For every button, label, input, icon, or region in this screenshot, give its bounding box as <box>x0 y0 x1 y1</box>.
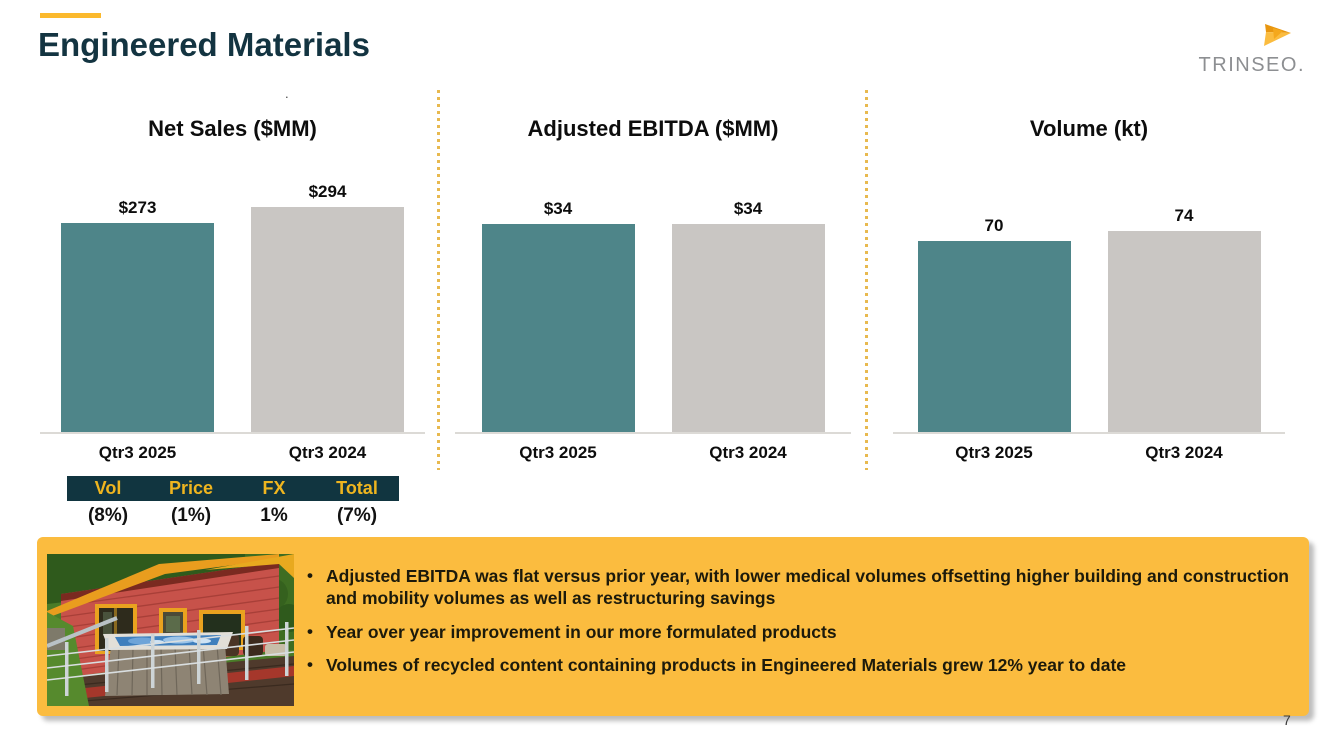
category-labels: Qtr3 2025 Qtr3 2024 <box>40 443 425 463</box>
bridge-value-price: (1%) <box>170 504 212 526</box>
title-accent-line <box>40 13 101 18</box>
highlights-bullet-list: Adjusted EBITDA was flat versus prior ye… <box>307 565 1293 688</box>
chart-title: Volume (kt) <box>1029 116 1149 141</box>
bar-group-qtr3-2024: 74 <box>1107 206 1261 432</box>
bridge-value-fx: 1% <box>260 504 288 526</box>
bridge-header-fx: FX <box>262 478 286 498</box>
category-label: Qtr3 2025 <box>519 443 597 462</box>
category-label: Qtr3 2025 <box>955 443 1033 462</box>
bar-value-label: $273 <box>118 198 157 217</box>
category-label: Qtr3 2024 <box>1145 443 1223 462</box>
bar-current-period <box>917 241 1071 432</box>
bar-current-period <box>61 223 214 432</box>
bar-group-qtr3-2025: 70 <box>917 216 1071 432</box>
bar-prior-period <box>251 207 404 432</box>
chart-title: Net Sales ($MM) <box>148 116 317 141</box>
plot-area: $273 $294 <box>40 144 425 432</box>
bar-group-qtr3-2024: $34 <box>671 199 825 432</box>
bridge-value-vol: (8%) <box>87 504 129 526</box>
trinseo-logo-text: TRINSEO. <box>1198 54 1305 76</box>
bar-prior-period <box>1107 231 1261 432</box>
bridge-header-price: Price <box>168 478 214 498</box>
price-volume-bridge-table: Vol Price FX Total (8%) (1%) 1% (7%) <box>66 476 399 529</box>
bullet-item: Year over year improvement in our more f… <box>307 621 1293 643</box>
bullet-item: Adjusted EBITDA was flat versus prior ye… <box>307 565 1293 610</box>
bridge-header-vol: Vol <box>94 478 122 498</box>
category-label: Qtr3 2024 <box>709 443 787 462</box>
trinseo-arrow-icon <box>1264 24 1291 46</box>
bar-group-qtr3-2025: $273 <box>61 198 214 432</box>
page-title: Engineered Materials <box>38 26 370 63</box>
chart-adjusted-ebitda: Adjusted EBITDA ($MM) $34 $34 Qtr3 2025 … <box>455 100 851 463</box>
bar-value-label: $34 <box>543 199 573 218</box>
plot-area: $34 $34 <box>455 144 851 432</box>
x-axis-line <box>893 432 1285 434</box>
bar-value-label: $34 <box>733 199 763 218</box>
stray-period-mark: . <box>285 86 289 101</box>
bar-value-label: $294 <box>308 182 347 201</box>
category-label: Qtr3 2024 <box>288 443 367 462</box>
bar-value-label: 74 <box>1174 206 1194 225</box>
bar-value-label: 70 <box>984 216 1004 235</box>
chart-volume: Volume (kt) 70 74 Qtr3 2025 Qtr3 2024 <box>893 100 1285 463</box>
bar-prior-period <box>671 224 825 432</box>
bar-group-qtr3-2025: $34 <box>481 199 635 432</box>
bridge-table-header-row: Vol Price FX Total <box>66 476 399 501</box>
bridge-value-total: (7%) <box>336 504 378 526</box>
bridge-header-total: Total <box>336 478 378 498</box>
x-axis-line <box>455 432 851 434</box>
category-labels: Qtr3 2025 Qtr3 2024 <box>455 443 851 463</box>
bar-current-period <box>481 224 635 432</box>
bridge-table-values-row: (8%) (1%) 1% (7%) <box>67 502 399 529</box>
trinseo-logo: TRINSEO. <box>1185 18 1305 78</box>
dotted-divider <box>437 90 440 470</box>
cabin-hot-tub-illustration <box>47 554 294 706</box>
bullet-item: Volumes of recycled content containing p… <box>307 654 1293 676</box>
bar-group-qtr3-2024: $294 <box>251 182 404 432</box>
category-label: Qtr3 2025 <box>98 443 177 462</box>
page-number: 7 <box>1283 712 1291 728</box>
chart-net-sales: Net Sales ($MM) $273 $294 Qtr3 2025 Qtr3… <box>40 100 425 529</box>
x-axis-line <box>40 432 425 434</box>
cabin-hot-tub-photo <box>47 554 294 706</box>
plot-area: 70 74 <box>893 144 1285 432</box>
dotted-divider <box>865 90 868 470</box>
highlights-callout-box: Adjusted EBITDA was flat versus prior ye… <box>37 537 1309 716</box>
category-labels: Qtr3 2025 Qtr3 2024 <box>893 443 1285 463</box>
chart-title: Adjusted EBITDA ($MM) <box>527 116 779 141</box>
